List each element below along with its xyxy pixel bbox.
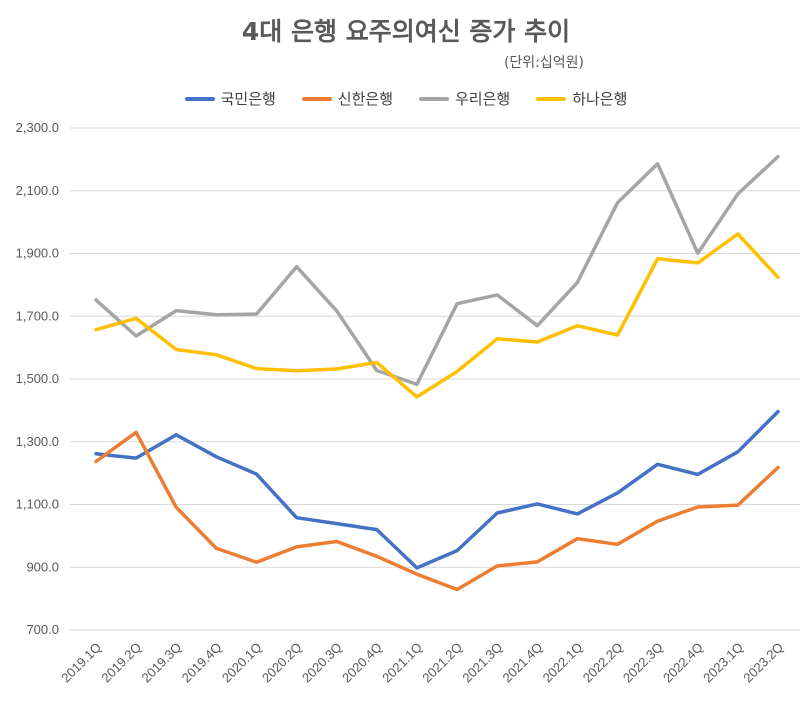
x-tick-label: 2019.2Q: [98, 640, 144, 686]
series-line: [94, 409, 780, 570]
series-line: [94, 154, 780, 387]
series-line: [94, 430, 780, 592]
x-tick-label: 2020.3Q: [299, 640, 345, 686]
y-tick-label: 1,500.0: [16, 371, 59, 386]
x-tick-label: 2023.2Q: [740, 640, 786, 686]
x-tick-label: 2019.4Q: [179, 640, 225, 686]
x-tick-label: 2021.1Q: [379, 640, 425, 686]
y-tick-label: 700.0: [26, 622, 59, 637]
x-tick-label: 2022.1Q: [540, 640, 586, 686]
legend-label: 우리은행: [455, 90, 511, 108]
legend-swatch: [301, 96, 332, 101]
legend-item: 신한은행: [301, 88, 393, 109]
legend-item: 하나은행: [536, 88, 627, 109]
y-tick-label: 900.0: [26, 559, 59, 574]
legend-item: 우리은행: [419, 88, 510, 109]
x-tick-label: 2020.4Q: [339, 640, 385, 686]
x-tick-label: 2020.1Q: [219, 640, 265, 686]
legend: 국민은행 신한은행 우리은행 하나은행: [0, 88, 812, 109]
x-tick-label: 2019.3Q: [138, 640, 184, 686]
chart-title: 4대 은행 요주의여신 증가 추이: [241, 17, 571, 46]
legend-swatch: [419, 96, 449, 101]
x-tick-label: 2021.2Q: [419, 640, 465, 686]
x-tick-label: 2021.4Q: [500, 640, 546, 686]
legend-item: 국민은행: [184, 88, 276, 109]
x-tick-label: 2021.3Q: [459, 640, 505, 686]
legend-label: 신한은행: [337, 90, 393, 108]
legend-swatch: [536, 96, 567, 101]
x-tick-label: 2022.2Q: [580, 640, 626, 686]
x-tick-label: 2019.1Q: [58, 640, 104, 686]
x-tick-label: 2023.1Q: [700, 640, 746, 686]
y-tick-label: 2,100.0: [16, 183, 59, 198]
y-tick-label: 2,300.0: [16, 120, 59, 135]
y-tick-label: 1,700.0: [16, 308, 59, 323]
legend-label: 국민은행: [220, 90, 276, 108]
y-tick-label: 1,900.0: [16, 246, 59, 261]
unit-note: (단위:십억원): [503, 55, 584, 71]
x-tick-label: 2020.2Q: [259, 640, 305, 686]
legend-label: 하나은행: [572, 90, 628, 108]
x-tick-label: 2022.3Q: [620, 640, 666, 686]
legend-swatch: [184, 96, 215, 101]
y-tick-label: 1,300.0: [16, 434, 59, 449]
x-tick-label: 2022.4Q: [660, 640, 706, 686]
series-line: [94, 232, 780, 399]
y-tick-label: 1,100.0: [16, 497, 59, 512]
